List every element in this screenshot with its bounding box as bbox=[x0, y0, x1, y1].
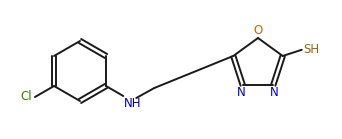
Text: SH: SH bbox=[304, 43, 320, 56]
Text: N: N bbox=[237, 86, 246, 99]
Text: Cl: Cl bbox=[20, 90, 32, 104]
Text: N: N bbox=[270, 86, 279, 99]
Text: O: O bbox=[253, 24, 263, 37]
Text: NH: NH bbox=[124, 97, 142, 110]
